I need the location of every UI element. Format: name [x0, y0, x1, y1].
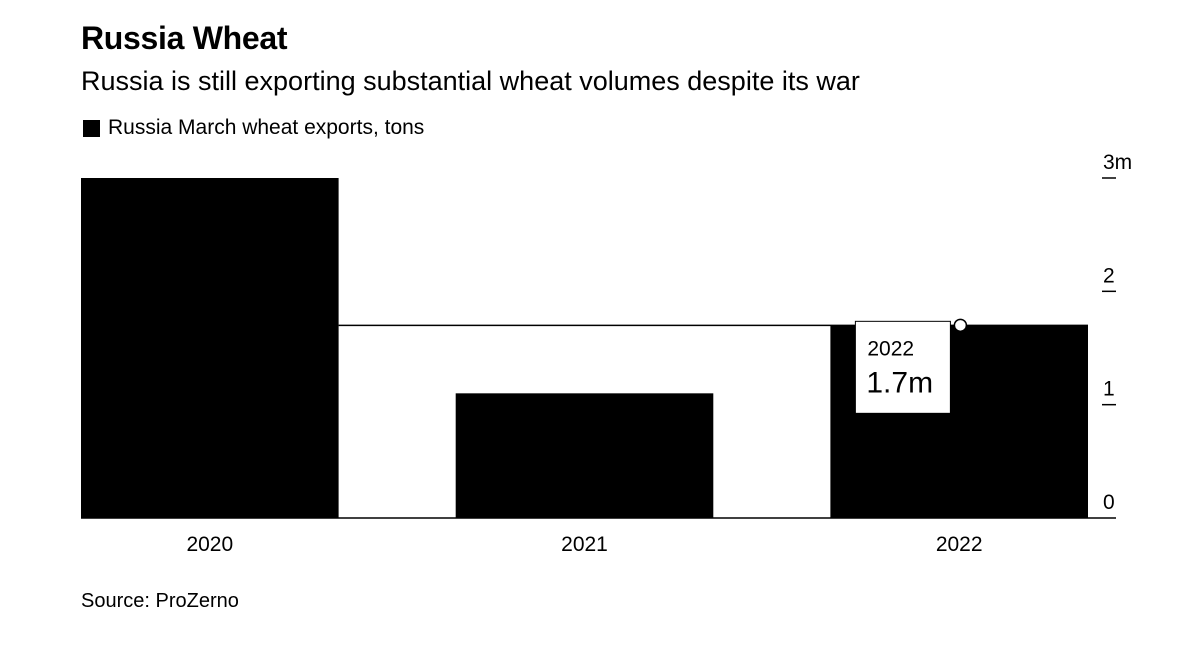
annotation-year: 2022 — [867, 337, 914, 360]
x-tick-label: 2021 — [561, 533, 608, 556]
y-tick-label: 1 — [1103, 378, 1115, 401]
annotation-box — [854, 320, 951, 414]
chart-subtitle: Russia is still exporting substantial wh… — [81, 66, 860, 96]
y-tick-label: 2 — [1103, 264, 1115, 287]
x-tick-label: 2022 — [936, 533, 983, 556]
y-tick-label: 0 — [1103, 491, 1115, 514]
legend-swatch — [83, 119, 100, 137]
annotation-marker — [953, 318, 968, 333]
bar-2021 — [455, 393, 714, 518]
legend-label: Russia March wheat exports, tons — [108, 116, 425, 139]
legend: Russia March wheat exports, tons — [83, 116, 424, 140]
annotation-value: 1.7m — [866, 366, 933, 399]
chart-title: Russia Wheat — [81, 20, 288, 56]
y-tick-label: 3m — [1103, 151, 1132, 174]
bar-2020 — [81, 178, 339, 518]
x-tick-label: 2020 — [186, 533, 233, 556]
source-note: Source: ProZerno — [81, 590, 239, 612]
